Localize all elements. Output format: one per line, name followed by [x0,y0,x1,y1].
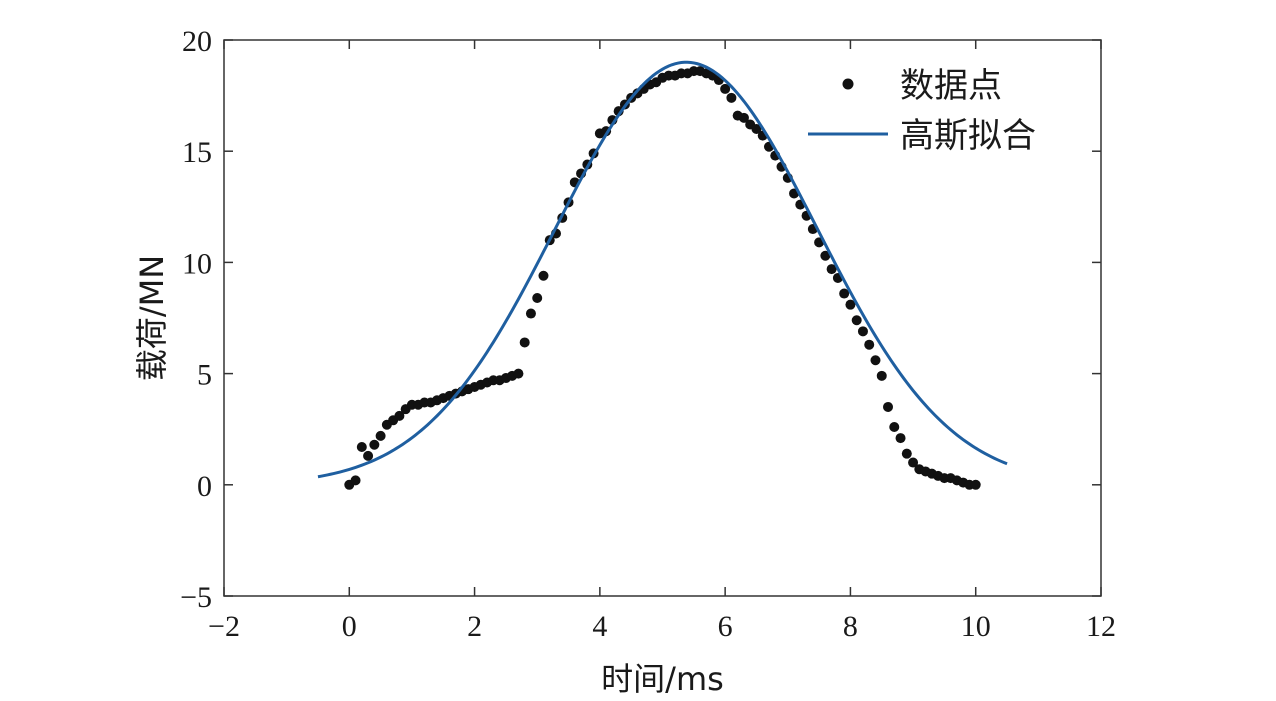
y-tick-label: 20 [182,25,212,58]
data-point [394,410,405,421]
x-tick-label: 4 [592,610,607,643]
y-tick-label: 10 [182,247,212,280]
ticks-layer: −2 0 2 4 6 8 10 12 −5 0 5 10 15 20 [180,25,1116,643]
data-point [738,112,749,123]
legend-marker-data-points [842,78,854,90]
data-point [857,326,868,337]
legend-label-gaussian-fit: 高斯拟合 [900,116,1036,156]
legend: 数据点 高斯拟合 [808,66,1036,156]
data-point [513,368,524,379]
data-point [375,430,386,441]
x-tick-label: 2 [467,610,482,643]
y-tick-label: 15 [182,136,212,169]
data-point [970,479,981,490]
plot-frame [223,39,1102,597]
data-point [350,475,361,486]
data-point [726,92,737,103]
data-point [363,450,374,461]
data-point [720,83,731,94]
x-tick-label: 0 [342,610,357,643]
marks-layer [317,60,1008,490]
legend-label-data-points: 数据点 [900,66,1002,106]
x-tick-label: 6 [718,610,733,643]
data-point [751,123,762,134]
data-point [864,339,875,350]
data-point [820,250,831,261]
data-point [851,315,862,326]
y-axis-title: 载荷/MN [133,255,171,381]
data-point [519,337,530,348]
data-point [883,401,894,412]
data-point [532,292,543,303]
y-tick-label: 0 [197,470,212,503]
x-tick-label: 12 [1086,610,1116,643]
data-point [845,299,856,310]
data-point [895,433,906,444]
x-axis-title: 时间/ms [601,660,724,698]
x-tick-label: −2 [208,610,240,643]
y-tick-label: 5 [197,359,212,392]
data-point [826,264,837,275]
data-point [876,370,887,381]
gaussian-fit-line [317,60,1008,479]
data-point [908,457,919,468]
data-point [525,308,536,319]
x-tick-label: 8 [843,610,858,643]
data-point [901,448,912,459]
y-tick-label: −5 [180,581,212,614]
data-point [889,421,900,432]
data-point [839,288,850,299]
data-point [538,270,549,281]
data-point [356,441,367,452]
x-tick-label: 10 [961,610,991,643]
data-point [870,355,881,366]
data-point [369,439,380,450]
